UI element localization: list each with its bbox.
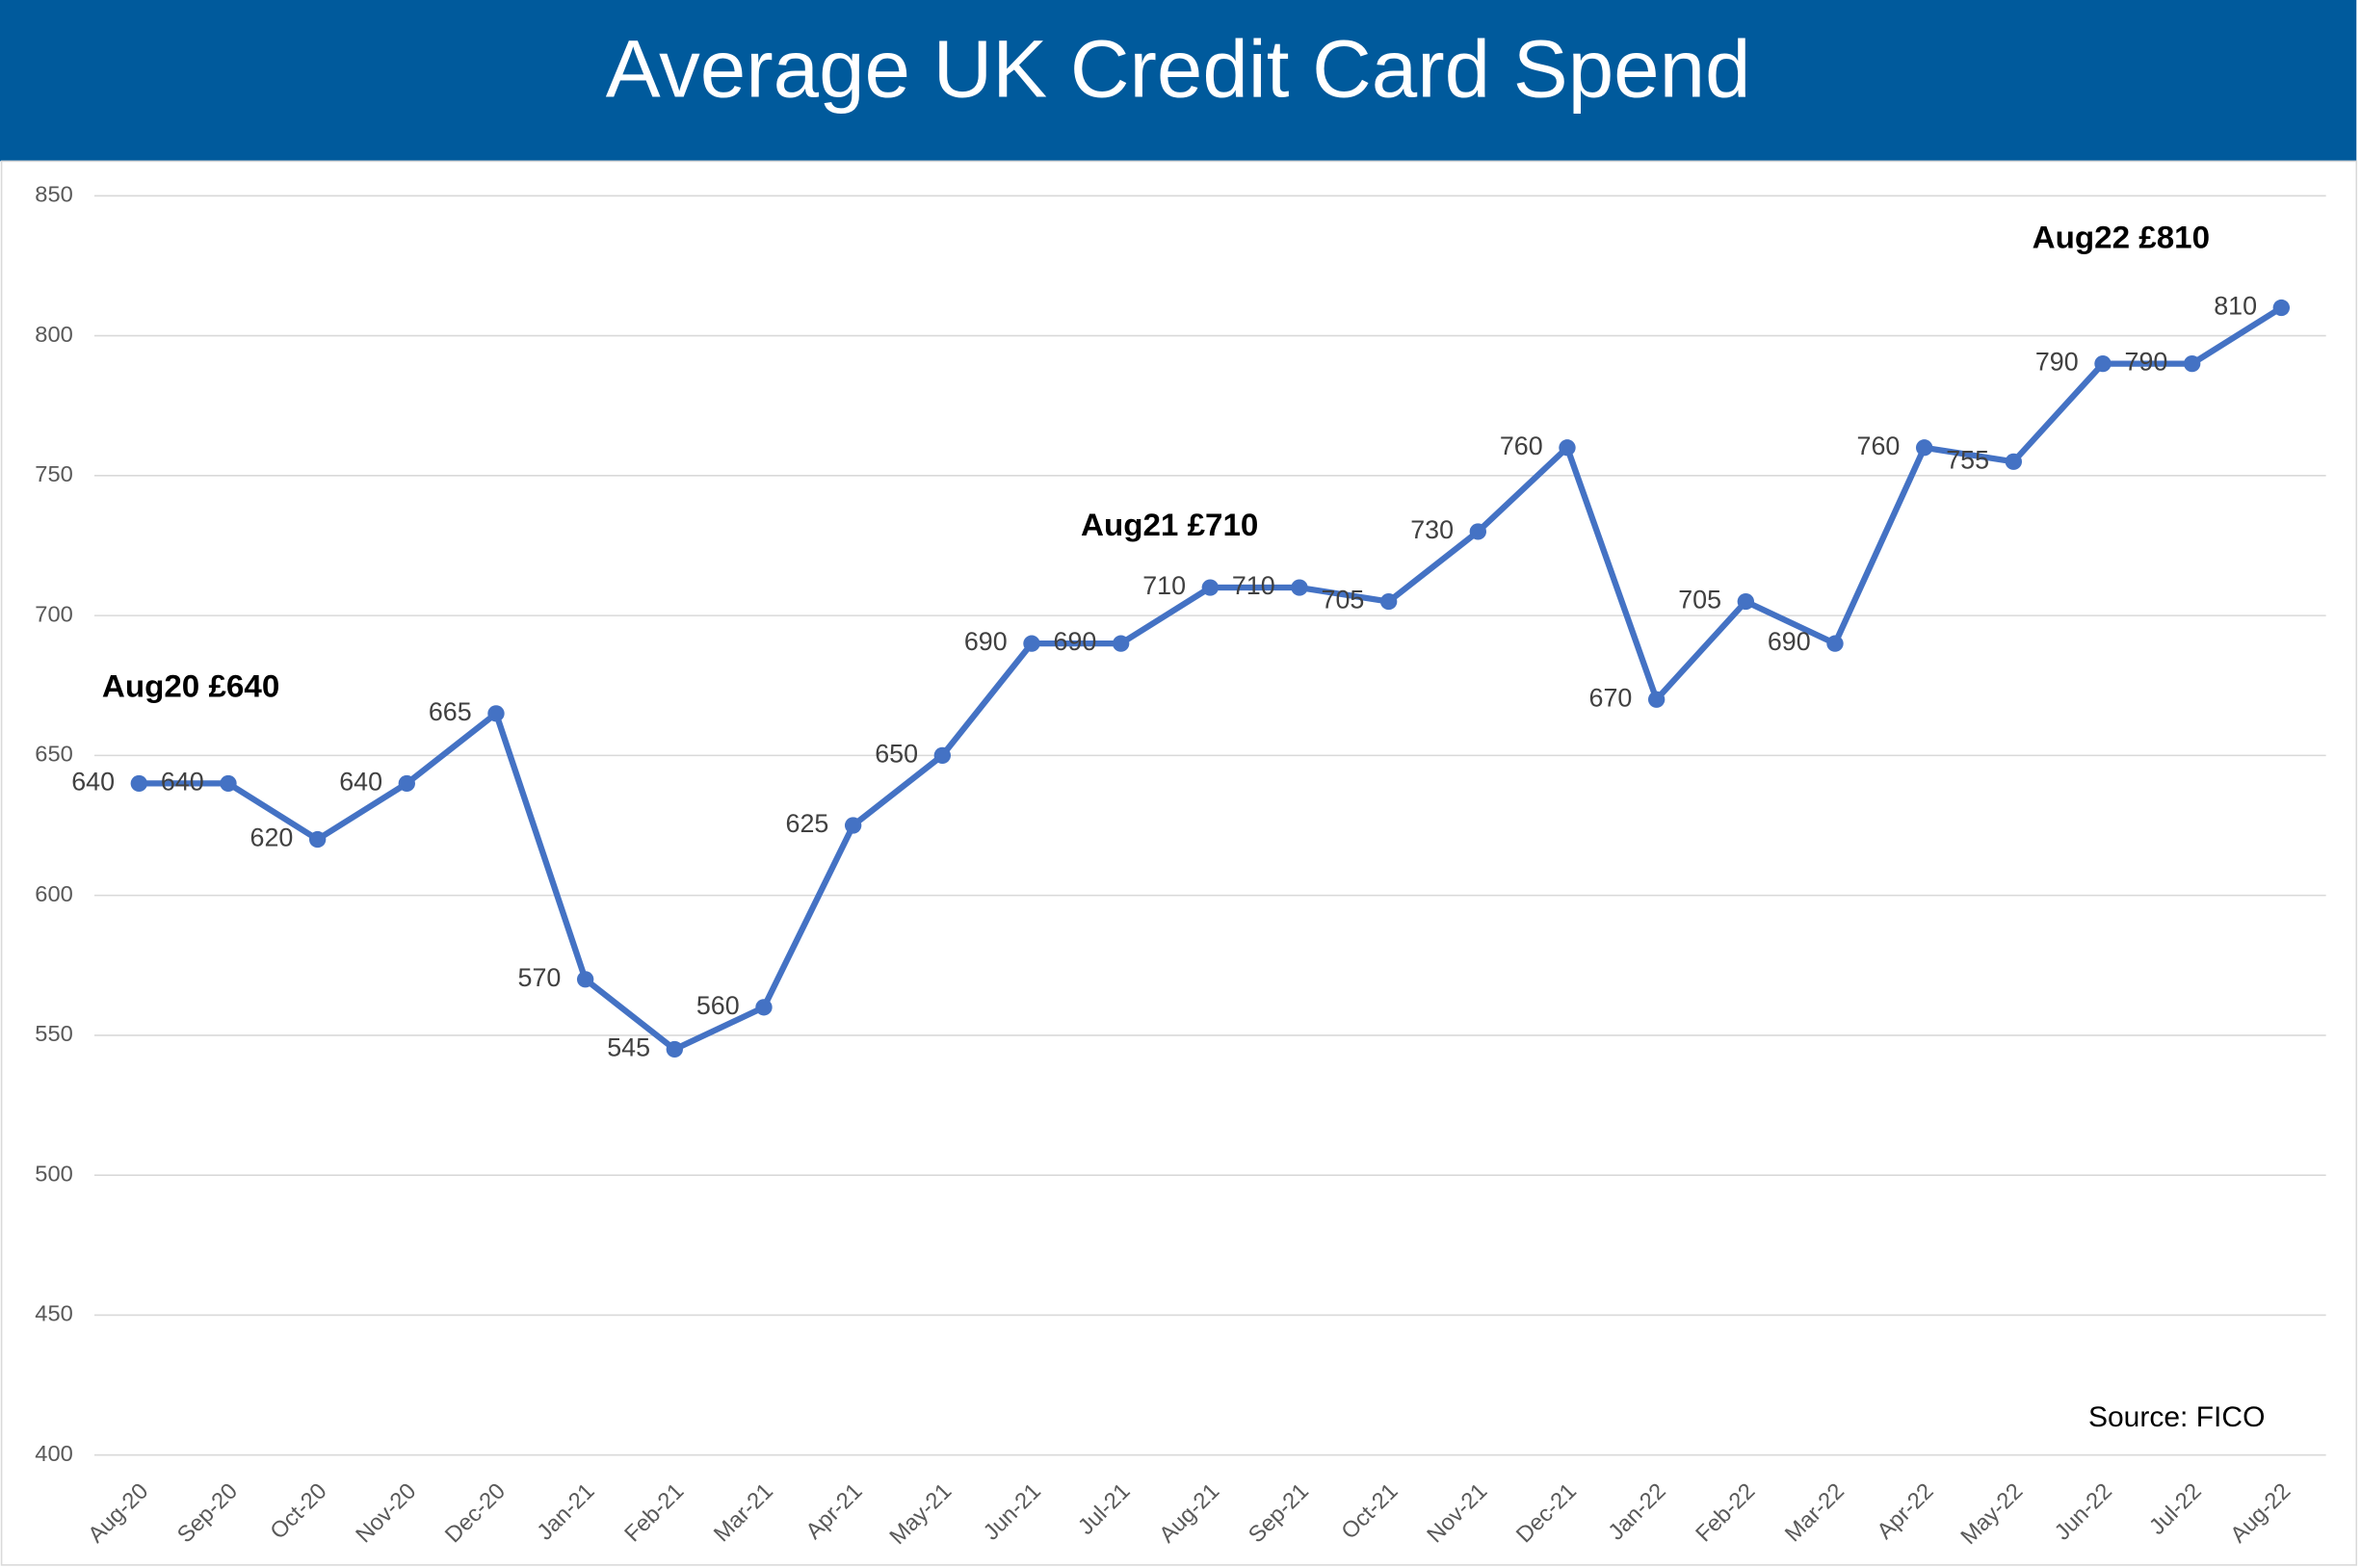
x-tick-label: Oct-20 <box>265 1478 331 1544</box>
data-label: 690 <box>1054 627 1097 656</box>
source-note: Source: FICO <box>2088 1401 2265 1433</box>
data-point <box>1915 439 1933 457</box>
data-point <box>2094 355 2112 373</box>
data-label: 665 <box>429 697 472 726</box>
data-point <box>1647 691 1666 708</box>
y-tick-label: 700 <box>35 601 73 626</box>
x-tick-label: Mar-22 <box>1780 1478 1849 1547</box>
data-point <box>308 830 327 849</box>
y-tick-label: 750 <box>35 461 73 486</box>
data-label: 730 <box>1410 515 1454 544</box>
annotation: Aug20 £640 <box>102 668 279 704</box>
data-label: 705 <box>1678 586 1721 614</box>
data-label: 810 <box>2214 292 2257 321</box>
data-point <box>933 746 952 764</box>
x-tick-label: Dec-21 <box>1511 1478 1582 1548</box>
x-tick-label: Apr-21 <box>800 1478 867 1544</box>
data-label: 690 <box>964 627 1008 656</box>
annotation: Aug22 £810 <box>2033 219 2210 254</box>
x-tick-label: Oct-21 <box>1336 1478 1403 1544</box>
x-tick-label: Sep-21 <box>1244 1478 1314 1548</box>
data-point <box>666 1040 684 1058</box>
data-label: 760 <box>1500 431 1543 460</box>
data-label: 710 <box>1232 571 1275 600</box>
data-point <box>1112 635 1130 652</box>
x-tick-label: Aug-21 <box>1154 1478 1224 1548</box>
y-tick-label: 500 <box>35 1161 73 1186</box>
data-label: 790 <box>2035 348 2079 377</box>
title-bar <box>0 0 2357 162</box>
data-point <box>1023 635 1040 652</box>
x-tick-label: Nov-20 <box>351 1478 421 1548</box>
x-tick-label: Mar-21 <box>709 1478 778 1547</box>
data-point <box>1291 579 1308 596</box>
x-tick-label: Dec-20 <box>440 1478 511 1548</box>
x-tick-label: Jun-22 <box>2050 1478 2117 1545</box>
x-tick-label: Feb-22 <box>1691 1478 1760 1547</box>
data-label: 640 <box>161 768 204 797</box>
x-tick-label: May-21 <box>884 1478 956 1550</box>
data-label: 545 <box>607 1033 650 1062</box>
data-point <box>755 999 773 1016</box>
chart-title: Average UK Credit Card Spend <box>606 23 1751 115</box>
data-point <box>130 774 148 793</box>
x-tick-label: Nov-21 <box>1422 1478 1492 1548</box>
y-tick-label: 800 <box>35 322 73 347</box>
x-tick-label: Jan-21 <box>532 1478 599 1545</box>
data-label: 560 <box>696 991 740 1020</box>
data-label: 760 <box>1857 431 1901 460</box>
data-point <box>398 774 416 793</box>
x-tick-label: Aug-20 <box>83 1478 153 1548</box>
data-point <box>2272 299 2291 317</box>
x-tick-label: Jan-22 <box>1603 1478 1670 1545</box>
x-tick-label: Sep-20 <box>172 1478 243 1548</box>
data-label: 640 <box>71 768 115 797</box>
data-point <box>2005 453 2023 470</box>
data-point <box>1469 523 1487 540</box>
data-point <box>1826 635 1844 652</box>
data-point <box>1379 592 1398 611</box>
data-point <box>844 817 862 834</box>
y-tick-label: 600 <box>35 881 73 906</box>
x-tick-label: Jul-21 <box>1073 1478 1135 1539</box>
x-tick-label: Aug-22 <box>2225 1478 2295 1548</box>
line-series <box>139 304 2284 1053</box>
x-tick-label: Jun-21 <box>979 1478 1046 1545</box>
y-tick-label: 650 <box>35 742 73 767</box>
data-label: 640 <box>339 768 382 797</box>
data-point <box>576 971 594 988</box>
data-point <box>1201 579 1220 596</box>
annotation: Aug21 £710 <box>1081 507 1258 542</box>
data-label: 570 <box>518 963 562 992</box>
data-point <box>487 705 505 722</box>
data-label: 790 <box>2125 348 2168 377</box>
x-tick-label: Jul-22 <box>2144 1478 2206 1539</box>
data-label: 650 <box>875 740 918 769</box>
data-label: 670 <box>1589 683 1633 712</box>
y-tick-label: 850 <box>35 182 73 207</box>
data-point <box>1737 592 1755 611</box>
x-tick-label: Apr-22 <box>1872 1478 1938 1544</box>
data-label: 755 <box>1946 445 1989 474</box>
data-label: 620 <box>250 823 294 852</box>
data-label: 705 <box>1322 586 1365 614</box>
y-tick-label: 550 <box>35 1021 73 1046</box>
y-tick-label: 400 <box>35 1441 73 1466</box>
data-point <box>220 774 237 793</box>
y-tick-label: 450 <box>35 1301 73 1326</box>
x-tick-label: May-22 <box>1955 1478 2027 1550</box>
data-label: 690 <box>1768 627 1811 656</box>
x-tick-label: Feb-21 <box>619 1478 689 1547</box>
data-label: 625 <box>786 809 829 838</box>
chart-border <box>0 160 2358 1566</box>
data-point <box>2183 355 2201 373</box>
data-point <box>1559 439 1576 457</box>
data-label: 710 <box>1142 571 1186 600</box>
